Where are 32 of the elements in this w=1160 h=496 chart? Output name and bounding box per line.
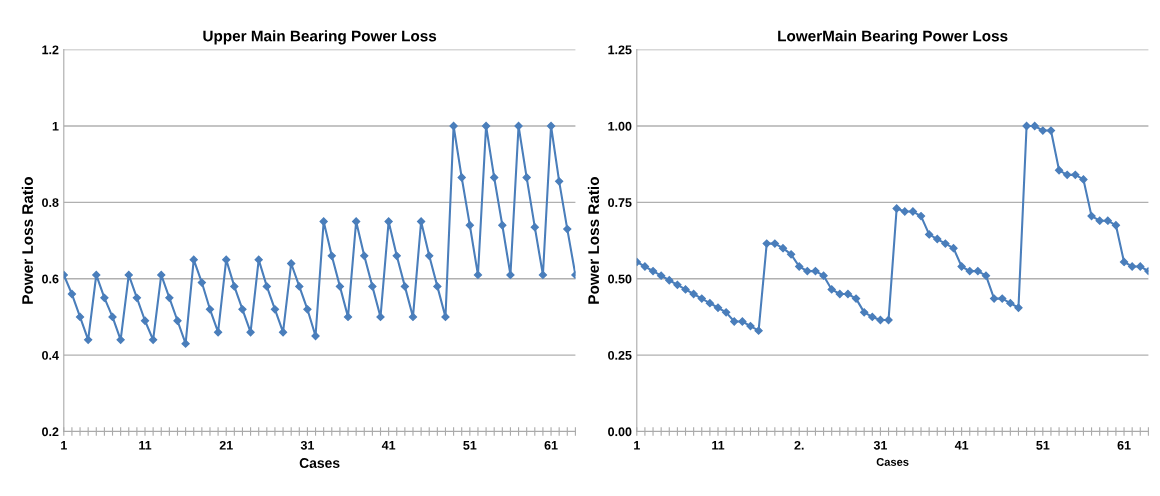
x-tick-label: 31: [873, 440, 888, 450]
y-tick-label: 0.6: [42, 274, 59, 284]
x-tick-label: 1: [634, 441, 640, 450]
chart-title: Upper Main Bearing Power Loss: [203, 30, 437, 45]
x-tick-label: 1: [61, 441, 67, 450]
x-tick-label: 61: [544, 440, 558, 450]
y-axis-title: Power Loss Ratio: [21, 177, 33, 304]
x-axis-title: Cases: [876, 458, 909, 466]
y-tick-label: 0.4: [42, 350, 59, 360]
x-tick-label: 21: [219, 440, 233, 450]
y-tick-label: 0.50: [608, 274, 632, 284]
y-tick-label: 0.8: [42, 198, 59, 208]
y-tick-label: 0.00: [608, 427, 632, 437]
y-tick-label: 0.75: [608, 198, 632, 208]
x-tick-label: 31: [300, 440, 315, 450]
y-tick-label: 1.2: [42, 45, 59, 55]
y-tick-label: 1.25: [608, 45, 632, 55]
y-tick-label: 1.00: [608, 121, 632, 131]
y-axis-title: Power Loss Ratio: [587, 177, 600, 304]
y-tick-label: 1: [52, 121, 59, 131]
x-axis-title: Cases: [299, 458, 340, 468]
x-tick-label: 41: [381, 441, 396, 450]
x-tick-label: 51: [1036, 441, 1050, 450]
y-tick-label: 0.2: [42, 427, 59, 437]
x-tick-label: 11: [139, 441, 152, 450]
x-tick-label: 2.: [794, 440, 804, 450]
chart-title: LowerMain Bearing Power Loss: [778, 30, 1008, 45]
x-tick-label: 41: [954, 441, 969, 450]
x-tick-label: 11: [712, 441, 725, 450]
y-tick-label: 0.25: [608, 350, 632, 360]
x-tick-label: 51: [463, 441, 477, 450]
x-tick-label: 61: [1117, 440, 1131, 450]
